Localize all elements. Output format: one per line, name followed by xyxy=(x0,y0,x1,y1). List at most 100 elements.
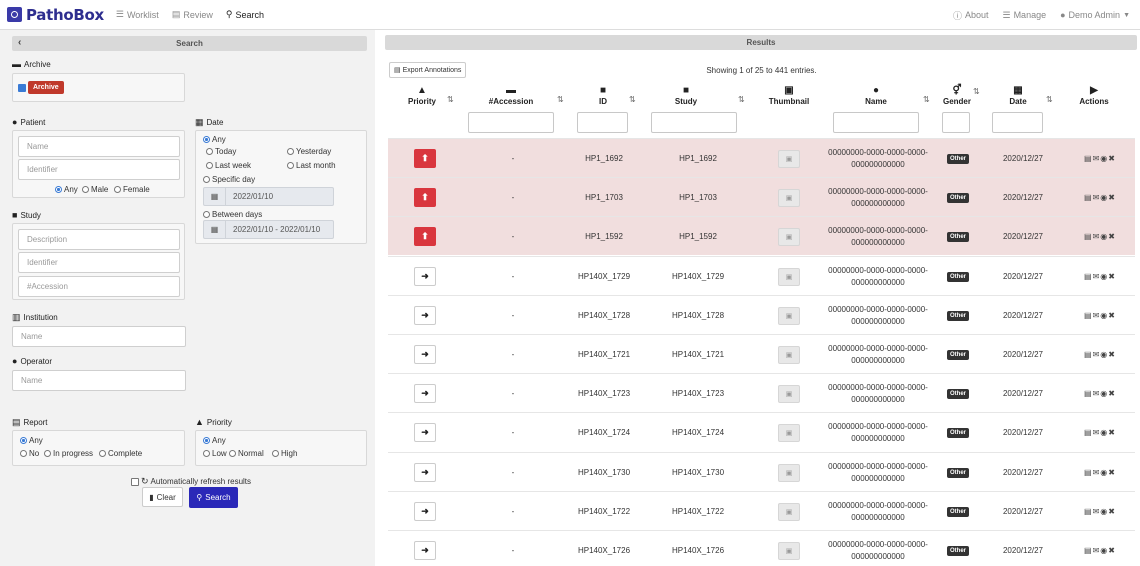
table-row[interactable]: ➜ - HP140X_1726 HP140X_1726 ▣ 00000000-0000-0… xyxy=(388,530,1135,566)
eye-icon[interactable]: ◉ xyxy=(1100,154,1109,163)
filter-name-input[interactable] xyxy=(833,112,919,133)
report-icon[interactable]: ▤ xyxy=(1084,350,1093,359)
open-arrow-icon[interactable]: ➜ xyxy=(414,502,436,521)
column-header-accession[interactable]: ▬ #Accession xyxy=(483,85,539,106)
urgent-arrow-icon[interactable]: ⬆ xyxy=(414,149,436,168)
sort-name-icon[interactable]: ⇅ xyxy=(923,95,930,104)
close-icon[interactable]: ✖ xyxy=(1108,272,1116,281)
auto-refresh-option[interactable]: ↻ Automatically refresh results xyxy=(131,476,251,487)
sort-id-icon[interactable]: ⇅ xyxy=(629,95,636,104)
close-icon[interactable]: ✖ xyxy=(1108,389,1116,398)
operator-name-input[interactable]: Name xyxy=(12,370,186,391)
thumbnail-image-icon[interactable]: ▣ xyxy=(778,188,800,207)
report-in-progress-option[interactable]: In progress xyxy=(44,449,93,458)
filter-id-input[interactable] xyxy=(577,112,628,133)
report-icon[interactable]: ▤ xyxy=(1084,272,1093,281)
report-icon[interactable]: ▤ xyxy=(1084,507,1093,516)
date-last-week-radio[interactable] xyxy=(206,162,213,169)
chevron-left-icon[interactable]: ‹ xyxy=(18,37,22,48)
close-icon[interactable]: ✖ xyxy=(1108,428,1116,437)
eye-icon[interactable]: ◉ xyxy=(1100,428,1109,437)
thumbnail-image-icon[interactable]: ▣ xyxy=(778,502,800,521)
priority-normal-option[interactable]: Normal xyxy=(229,449,264,458)
mail-icon[interactable]: ✉ xyxy=(1092,546,1101,555)
eye-icon[interactable]: ◉ xyxy=(1100,350,1109,359)
priority-low-radio[interactable] xyxy=(203,450,210,457)
sort-date-icon[interactable]: ⇅ xyxy=(1046,95,1053,104)
report-any-radio[interactable] xyxy=(20,437,27,444)
date-between-days-option[interactable]: Between days xyxy=(203,210,262,219)
gender-any-radio[interactable] xyxy=(55,186,62,193)
open-arrow-icon[interactable]: ➜ xyxy=(414,267,436,286)
date-between-days-radio[interactable] xyxy=(203,211,210,218)
priority-normal-radio[interactable] xyxy=(229,450,236,457)
mail-icon[interactable]: ✉ xyxy=(1092,154,1101,163)
eye-icon[interactable]: ◉ xyxy=(1100,311,1109,320)
eye-icon[interactable]: ◉ xyxy=(1100,389,1109,398)
table-row[interactable]: ➜ - HP140X_1729 HP140X_1729 ▣ 00000000-0000-0… xyxy=(388,256,1135,295)
mail-icon[interactable]: ✉ xyxy=(1092,193,1101,202)
date-yesterday-radio[interactable] xyxy=(287,148,294,155)
filter-accession-input[interactable] xyxy=(468,112,554,133)
mail-icon[interactable]: ✉ xyxy=(1092,389,1101,398)
gender-female-option[interactable]: Female xyxy=(114,185,150,194)
close-icon[interactable]: ✖ xyxy=(1108,546,1116,555)
institution-name-input[interactable]: Name xyxy=(12,326,186,347)
thumbnail-image-icon[interactable]: ▣ xyxy=(778,149,800,168)
thumbnail-image-icon[interactable]: ▣ xyxy=(778,227,800,246)
close-icon[interactable]: ✖ xyxy=(1108,154,1116,163)
patient-identifier-input[interactable]: Identifier xyxy=(18,159,180,180)
export-annotations-button[interactable]: ▤ Export Annotations xyxy=(389,62,467,78)
gender-female-radio[interactable] xyxy=(114,186,121,193)
date-yesterday-option[interactable]: Yesterday xyxy=(287,147,331,156)
filter-gender-input[interactable] xyxy=(942,112,970,133)
report-in-progress-radio[interactable] xyxy=(44,450,51,457)
open-arrow-icon[interactable]: ➜ xyxy=(414,345,436,364)
eye-icon[interactable]: ◉ xyxy=(1100,468,1109,477)
date-last-month-radio[interactable] xyxy=(287,162,294,169)
table-row[interactable]: ➜ - HP140X_1728 HP140X_1728 ▣ 00000000-0000-0… xyxy=(388,295,1135,334)
sort-priority-icon[interactable]: ⇅ xyxy=(447,95,454,104)
archive-checkbox-option[interactable]: Archive xyxy=(18,81,64,94)
open-arrow-icon[interactable]: ➜ xyxy=(414,423,436,442)
date-today-option[interactable]: Today xyxy=(206,147,236,156)
thumbnail-image-icon[interactable]: ▣ xyxy=(778,384,800,403)
mail-icon[interactable]: ✉ xyxy=(1092,232,1101,241)
table-row[interactable]: ⬆ - HP1_1692 HP1_1692 ▣ 00000000-0000-0000-00… xyxy=(388,138,1135,177)
clear-button[interactable]: ▮ Clear xyxy=(142,487,183,507)
gender-male-radio[interactable] xyxy=(82,186,89,193)
nav-manage[interactable]: ☰ Manage xyxy=(1002,10,1046,21)
report-icon[interactable]: ▤ xyxy=(1084,468,1093,477)
eye-icon[interactable]: ◉ xyxy=(1100,193,1109,202)
report-icon[interactable]: ▤ xyxy=(1084,428,1093,437)
priority-low-option[interactable]: Low xyxy=(203,449,227,458)
priority-high-option[interactable]: High xyxy=(272,449,297,458)
report-complete-option[interactable]: Complete xyxy=(99,449,142,458)
mail-icon[interactable]: ✉ xyxy=(1092,468,1101,477)
search-button[interactable]: ⚲ Search xyxy=(189,487,238,508)
nav-review[interactable]: ▤ Review xyxy=(172,9,213,20)
filter-study-input[interactable] xyxy=(651,112,737,133)
column-header-name[interactable]: ● Name xyxy=(859,85,893,106)
gender-male-option[interactable]: Male xyxy=(82,185,108,194)
report-icon[interactable]: ▤ xyxy=(1084,546,1093,555)
open-arrow-icon[interactable]: ➜ xyxy=(414,384,436,403)
date-today-radio[interactable] xyxy=(206,148,213,155)
eye-icon[interactable]: ◉ xyxy=(1100,546,1109,555)
eye-icon[interactable]: ◉ xyxy=(1100,507,1109,516)
report-complete-radio[interactable] xyxy=(99,450,106,457)
priority-any-radio[interactable] xyxy=(203,437,210,444)
archive-toggle-button[interactable]: Archive xyxy=(28,81,64,94)
specific-day-field[interactable]: ▦ 2022/01/10 xyxy=(203,187,334,206)
thumbnail-image-icon[interactable]: ▣ xyxy=(778,463,800,482)
nav-about[interactable]: ⓘ About xyxy=(953,9,989,22)
table-row[interactable]: ⬆ - HP1_1703 HP1_1703 ▣ 00000000-0000-0000-00… xyxy=(388,177,1135,216)
nav-user-menu[interactable]: ● Demo Admin ▼ xyxy=(1060,10,1130,20)
patient-name-input[interactable]: Name xyxy=(18,136,180,157)
study-description-input[interactable]: Description xyxy=(18,229,180,250)
study-accession-input[interactable]: #Accession xyxy=(18,276,180,297)
sort-gender-icon[interactable]: ⇅ xyxy=(973,87,980,96)
sort-study-icon[interactable]: ⇅ xyxy=(738,95,745,104)
sort-accession-icon[interactable]: ⇅ xyxy=(557,95,564,104)
close-icon[interactable]: ✖ xyxy=(1108,507,1116,516)
